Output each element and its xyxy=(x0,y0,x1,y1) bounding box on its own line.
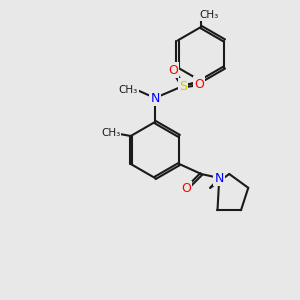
Text: N: N xyxy=(214,172,224,184)
Text: CH₃: CH₃ xyxy=(101,128,120,138)
Text: CH₃: CH₃ xyxy=(118,85,138,95)
Text: CH₃: CH₃ xyxy=(200,10,219,20)
Text: O: O xyxy=(194,77,204,91)
Text: N: N xyxy=(150,92,160,104)
Text: O: O xyxy=(181,182,191,196)
Text: S: S xyxy=(179,80,187,92)
Text: O: O xyxy=(168,64,178,76)
